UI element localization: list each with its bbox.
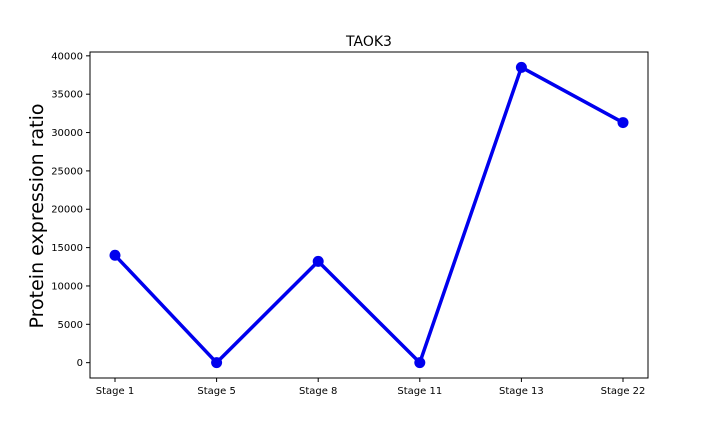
x-axis-ticks: Stage 1 Stage 5 Stage 8 Stage 11 Stage 13 Sta… (96, 378, 646, 397)
series-line (113, 65, 624, 365)
y-axis-ticks: 0 5000 10000 15000 20000 25000 30000 35000 40000 (51, 51, 90, 369)
x-tick-label: Stage 8 (299, 386, 337, 397)
x-tick-label: Stage 22 (601, 386, 646, 397)
data-point (312, 255, 324, 267)
y-axis-label: Protein expression ratio (26, 104, 48, 329)
y-tick-label: 10000 (51, 281, 83, 292)
y-tick-label: 15000 (51, 243, 83, 254)
data-point (414, 357, 426, 369)
y-tick-label: 0 (77, 358, 83, 369)
data-series (109, 61, 629, 369)
data-point (109, 249, 121, 261)
y-tick-label: 25000 (51, 166, 83, 177)
y-tick-label: 20000 (51, 205, 83, 216)
y-tick-label: 40000 (51, 51, 83, 62)
data-point (617, 117, 629, 129)
x-tick-label: Stage 5 (197, 386, 235, 397)
y-tick-label: 5000 (58, 320, 83, 331)
plot-area-frame (89, 51, 649, 379)
data-point (515, 61, 527, 73)
x-tick-label: Stage 13 (499, 386, 544, 397)
chart-title: TAOK3 (345, 34, 392, 50)
data-point (211, 357, 223, 369)
y-tick-label: 30000 (51, 128, 83, 139)
x-tick-label: Stage 1 (96, 386, 134, 397)
y-tick-label: 35000 (51, 90, 83, 101)
x-tick-label: Stage 11 (397, 386, 442, 397)
